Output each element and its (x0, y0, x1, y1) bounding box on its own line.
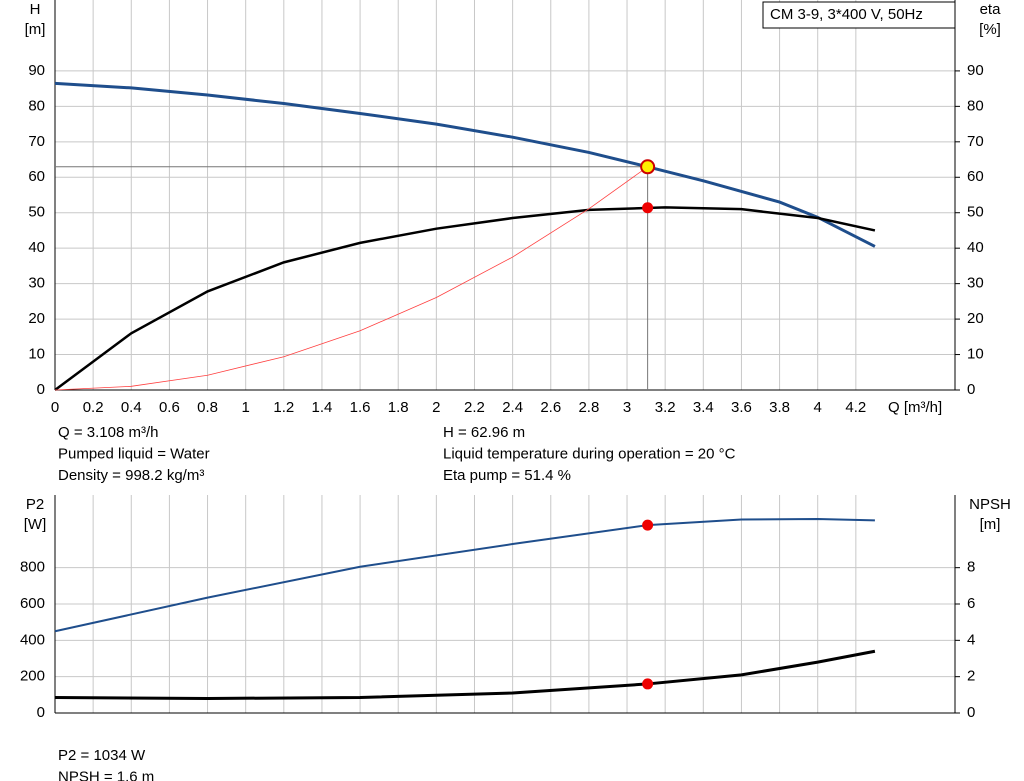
y2-tick-label: 60 (967, 168, 984, 185)
y-tick-label: 70 (28, 133, 45, 150)
title-box (762, 1, 956, 29)
y2-tick-label: 0 (967, 381, 975, 398)
x-axis-label: Q [m³/h] (888, 399, 942, 416)
operating-point (642, 678, 654, 690)
x-tick-label: 2.6 (540, 399, 561, 416)
x-tick-label: 1.4 (312, 399, 333, 416)
x-tick-label: 1.6 (350, 399, 371, 416)
y2-tick-label: 30 (967, 275, 984, 292)
y2-tick-label: 2 (967, 668, 975, 685)
x-tick-label: 3.8 (769, 399, 790, 416)
operating-point (642, 202, 654, 214)
x-tick-label: 2.4 (502, 399, 523, 416)
x-tick-label: 3 (623, 399, 631, 416)
x-tick-label: 2.2 (464, 399, 485, 416)
y2-tick-label: 50 (967, 204, 984, 221)
y-tick-label: 90 (28, 62, 45, 79)
y2-tick-label: 80 (967, 97, 984, 114)
x-tick-label: 2.8 (578, 399, 599, 416)
info-text: H = 62.96 m (443, 424, 525, 441)
x-tick-label: 0.8 (197, 399, 218, 416)
y2-tick-label: 10 (967, 346, 984, 363)
x-tick-label: 1 (242, 399, 250, 416)
y2-tick-label: 4 (967, 631, 975, 648)
y2-tick-label: 0 (967, 704, 975, 721)
info-text: Q = 3.108 m³/h (58, 424, 158, 441)
x-tick-label: 0.4 (121, 399, 142, 416)
x-tick-label: 1.2 (273, 399, 294, 416)
series-line (54, 517, 875, 633)
y-axis-label: [W] (24, 516, 47, 533)
info-text: Pumped liquid = Water (58, 445, 210, 462)
y2-tick-label: 20 (967, 310, 984, 327)
y2-tick-label: 40 (967, 239, 984, 256)
x-tick-label: 1.8 (388, 399, 409, 416)
series-line (54, 166, 648, 391)
info-text: Liquid temperature during operation = 20… (443, 445, 736, 462)
x-tick-label: 0.2 (83, 399, 104, 416)
series-line (54, 206, 876, 392)
operating-point (642, 519, 654, 531)
y-tick-label: 60 (28, 168, 45, 185)
y-tick-label: 30 (28, 275, 45, 292)
y2-axis-label: NPSH (969, 496, 1011, 513)
x-tick-label: 4 (814, 399, 822, 416)
y-tick-label: 200 (20, 668, 45, 685)
x-tick-label: 4.2 (845, 399, 866, 416)
y2-axis-label: [%] (979, 21, 1001, 38)
x-tick-label: 3.4 (693, 399, 714, 416)
y2-tick-label: 6 (967, 595, 975, 612)
info-text: Density = 998.2 kg/m³ (58, 467, 204, 484)
info-text: Eta pump = 51.4 % (443, 467, 571, 484)
chart-title: CM 3-9, 3*400 V, 50Hz (770, 6, 923, 23)
x-tick-label: 3.6 (731, 399, 752, 416)
x-tick-label: 2 (432, 399, 440, 416)
y-axis-label: H (30, 1, 41, 18)
operating-point (640, 159, 656, 175)
y-tick-label: 20 (28, 310, 45, 327)
series-line (54, 649, 876, 700)
y2-tick-label: 8 (967, 559, 975, 576)
y-tick-label: 50 (28, 204, 45, 221)
y-axis-label: [m] (25, 21, 46, 38)
plot-area (55, 0, 955, 390)
x-tick-label: 0 (51, 399, 59, 416)
y2-axis-label: eta (980, 1, 1002, 18)
y2-axis-label: [m] (980, 516, 1001, 533)
x-tick-label: 0.6 (159, 399, 180, 416)
y-tick-label: 80 (28, 97, 45, 114)
info-text: P2 = 1034 W (58, 747, 146, 764)
y-tick-label: 10 (28, 346, 45, 363)
y-tick-label: 400 (20, 631, 45, 648)
y-tick-label: 0 (37, 704, 45, 721)
y-tick-label: 600 (20, 595, 45, 612)
y-tick-label: 800 (20, 559, 45, 576)
info-text: NPSH = 1.6 m (58, 768, 154, 781)
y-tick-label: 40 (28, 239, 45, 256)
y-axis-label: P2 (26, 496, 44, 513)
y2-tick-label: 90 (967, 62, 984, 79)
y2-tick-label: 70 (967, 133, 984, 150)
y-tick-label: 0 (37, 381, 45, 398)
x-tick-label: 3.2 (655, 399, 676, 416)
series-line (54, 81, 876, 248)
